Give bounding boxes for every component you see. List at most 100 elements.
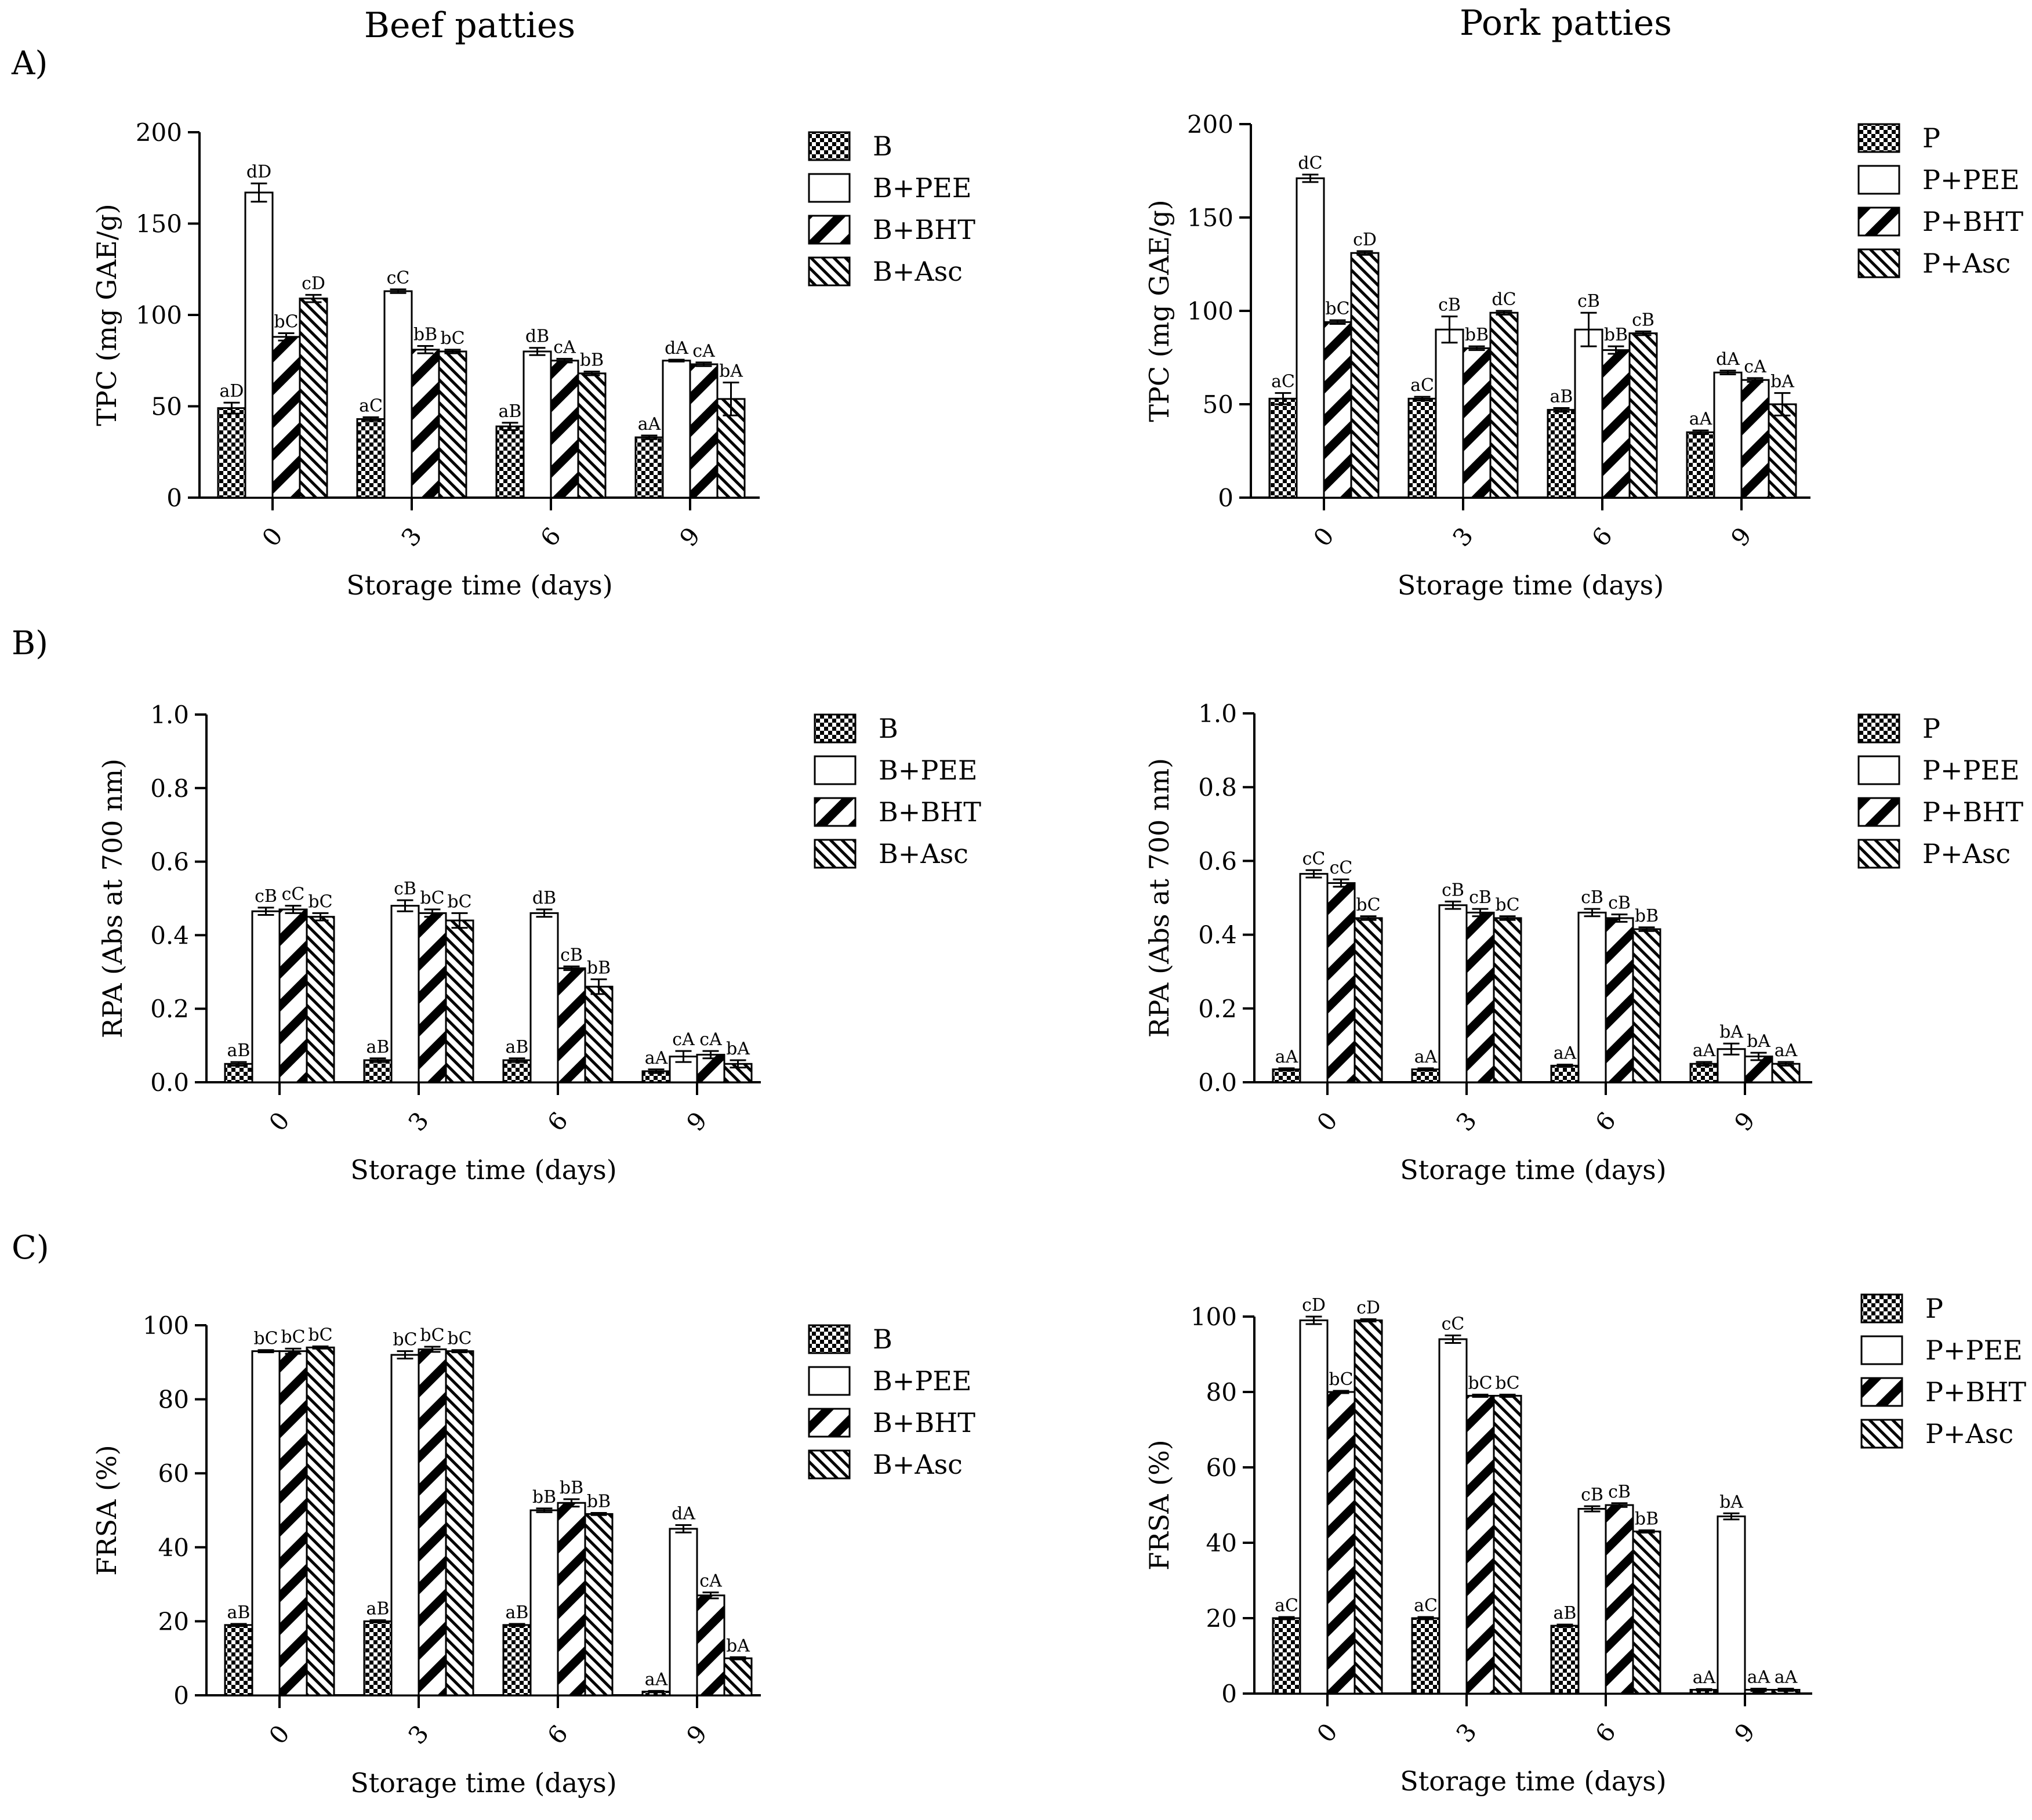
bar-significance-label: aB <box>227 1603 251 1623</box>
bar-significance-label: aA <box>1689 409 1712 429</box>
bar-p-pee-day-0 <box>1299 873 1329 1083</box>
bar-b-asc-day-0 <box>306 1346 335 1696</box>
bar-b-bht-day-0 <box>278 908 308 1083</box>
legend-label: B <box>873 130 892 162</box>
y-tick-label: 100 <box>136 301 182 329</box>
bar-significance-label: aA <box>1693 1040 1716 1061</box>
legend-label: B <box>873 1324 892 1355</box>
x-axis-title: Storage time (days) <box>346 570 612 601</box>
y-tick-label: 50 <box>151 393 182 421</box>
bar-significance-label: bA <box>726 1039 750 1059</box>
bar-significance-label: aB <box>499 401 522 422</box>
x-tick-label: 3 <box>1447 522 1479 552</box>
bar-p-asc-day-3 <box>1493 1395 1522 1695</box>
bar-significance-label: bB <box>532 1487 556 1507</box>
column-title-beef: Beef patties <box>364 5 575 46</box>
legend-label: B <box>879 713 898 744</box>
bar-p-day-6 <box>1547 409 1576 499</box>
bar-b-pee-day-0 <box>251 910 281 1083</box>
y-tick-label: 0.0 <box>150 1068 189 1097</box>
bar-significance-label: dC <box>1492 289 1516 310</box>
bar-significance-label: bA <box>726 1636 750 1656</box>
bar-significance-label: bB <box>560 1478 583 1498</box>
legend-swatch <box>808 1366 851 1396</box>
legend-swatch <box>1857 713 1900 744</box>
bar-significance-label: aB <box>227 1040 251 1061</box>
bar-p-bht-day-9 <box>1740 379 1770 499</box>
bar-b-asc-day-0 <box>306 916 335 1083</box>
y-axis-title: TPC (mg GAE/g) <box>91 204 122 426</box>
y-tick-label: 100 <box>143 1311 189 1340</box>
bar-significance-label: cB <box>1581 1485 1603 1505</box>
bar-significance-label: bC <box>308 1325 332 1345</box>
legend-label: B+BHT <box>879 796 981 828</box>
bar-p-pee-day-0 <box>1296 177 1325 499</box>
bar-significance-label: cC <box>1442 1314 1465 1335</box>
bar-p-bht-day-6 <box>1605 917 1634 1083</box>
bar-b-asc-day-6 <box>584 985 614 1083</box>
bar-significance-label: bA <box>1747 1031 1770 1052</box>
bar-significance-label: aC <box>1414 1596 1438 1616</box>
bar-b-bht-day-0 <box>278 1350 308 1696</box>
bar-b-bht-day-0 <box>271 336 301 499</box>
y-tick-label: 20 <box>158 1607 189 1636</box>
bar-significance-label: bC <box>447 891 471 912</box>
bar-significance-label: bB <box>413 325 437 345</box>
y-tick-label: 1.0 <box>150 701 189 729</box>
bar-significance-label: aA <box>1775 1040 1798 1061</box>
bar-p-day-6 <box>1550 1625 1580 1695</box>
y-tick-label: 40 <box>1206 1529 1237 1557</box>
bar-b-day-9 <box>634 436 664 499</box>
bar-p-pee-day-6 <box>1577 911 1607 1083</box>
y-tick-label: 200 <box>136 118 182 147</box>
legend-label: B+BHT <box>873 214 975 245</box>
bar-significance-label: bC <box>274 312 298 332</box>
bar-significance-label: bC <box>420 1325 444 1346</box>
bar-significance-label: aA <box>638 414 661 434</box>
x-tick-label: 6 <box>1590 1107 1621 1137</box>
legend-label: P+PEE <box>1922 755 2020 786</box>
bar-significance-label: dA <box>665 338 688 358</box>
bar-significance-label: bC <box>308 891 332 912</box>
bar-significance-label: cB <box>1577 291 1600 311</box>
y-tick-label: 0.4 <box>150 921 189 949</box>
legend-label: P+BHT <box>1925 1376 2026 1408</box>
y-tick-label: 0.6 <box>150 848 189 876</box>
bar-p-day-9 <box>1689 1063 1719 1083</box>
x-tick-label: 0 <box>256 522 288 552</box>
bar-b-bht-day-3 <box>418 912 447 1083</box>
bar-p-day-0 <box>1272 1617 1301 1695</box>
legend-label: P+PEE <box>1925 1335 2023 1366</box>
legend-swatch <box>814 713 857 744</box>
bar-b-pee-day-9 <box>662 360 691 499</box>
bar-significance-label: aD <box>220 381 244 401</box>
bar-b-asc-day-6 <box>584 1513 614 1696</box>
x-axis-title: Storage time (days) <box>1400 1765 1666 1797</box>
bar-significance-label: bC <box>1329 1369 1353 1390</box>
y-tick-label: 0.8 <box>150 774 189 803</box>
panel-label-c: C) <box>12 1229 49 1267</box>
bar-b-bht-day-6 <box>550 360 579 499</box>
bar-p-bht-day-3 <box>1465 911 1495 1083</box>
x-tick-label: 3 <box>395 522 427 552</box>
bar-significance-label: cB <box>1608 893 1631 913</box>
legend-label: P <box>1922 713 1940 744</box>
y-tick-label: 100 <box>1191 1303 1237 1331</box>
legend-swatch <box>808 1408 851 1438</box>
bar-p-asc-day-6 <box>1628 332 1658 499</box>
bar-p-bht-day-3 <box>1465 1395 1495 1695</box>
bar-b-bht-day-3 <box>418 1348 447 1696</box>
y-tick-label: 0.2 <box>150 995 189 1023</box>
bar-significance-label: bC <box>447 1329 471 1349</box>
bar-b-bht-day-6 <box>557 967 586 1083</box>
legend-label: B+PEE <box>873 172 971 204</box>
legend-swatch <box>808 173 851 203</box>
bar-significance-label: cD <box>302 273 325 293</box>
bar-significance-label: bB <box>1604 325 1628 345</box>
x-tick-label: 3 <box>1450 1107 1482 1137</box>
bar-significance-label: aA <box>1693 1667 1716 1688</box>
bar-significance-label: bC <box>1495 1373 1519 1394</box>
bar-significance-label: aB <box>1554 1603 1577 1623</box>
